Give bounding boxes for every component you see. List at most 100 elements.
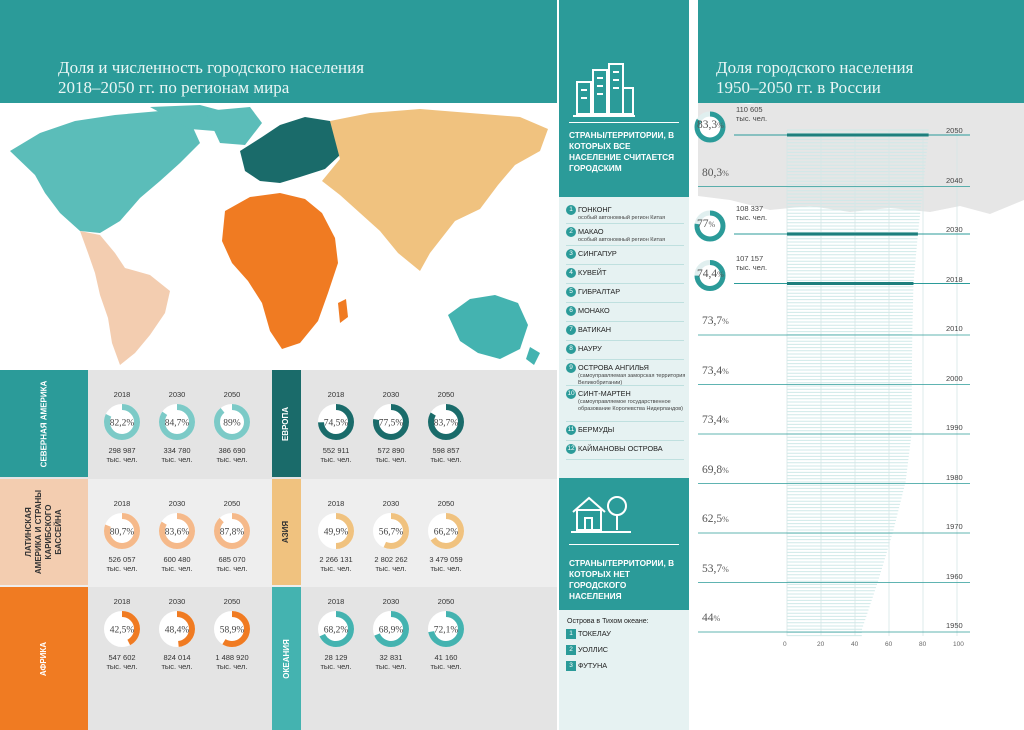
stat-unit: тыс. чел. — [216, 564, 248, 573]
population-unit: тыс. чел. — [736, 213, 768, 222]
stat-population: 28 129 — [324, 653, 348, 662]
ring-fill — [104, 404, 140, 440]
year-percent: 73,7% — [702, 315, 729, 327]
territory-name: ГИБРАЛТАР — [578, 287, 621, 296]
world-map-image — [10, 105, 548, 365]
ring-fill — [694, 210, 726, 242]
urban-share-ring: 87,8% — [214, 513, 250, 549]
urban-share-ring: 82,2% — [104, 404, 140, 440]
year-percent: 77% — [697, 218, 716, 230]
x-tick-label: 20 — [817, 641, 825, 648]
stat-year: 2050 — [437, 597, 455, 606]
number-badge: 6 — [566, 306, 576, 316]
all-urban-heading: СТРАНЫ/ТЕРРИТОРИИ, В КОТОРЫХ ВСЕ НАСЕЛЕН… — [569, 130, 675, 173]
stat-year: 2030 — [382, 499, 400, 508]
stat-year: 2018 — [327, 499, 345, 508]
ring-fill — [104, 611, 140, 647]
ring-percent: 72,1% — [434, 626, 459, 636]
year-label: 1970 — [946, 522, 963, 531]
list-separator — [566, 223, 684, 224]
territory-name: ОСТРОВА АНГИЛЬЯ — [578, 363, 649, 372]
territory-note: (самоуправляемое государственное образов… — [578, 399, 684, 412]
territory-item: 1 ГОНКОНГ особый автономный регион Китая — [566, 205, 686, 222]
list-separator — [566, 385, 684, 386]
stat-unit: тыс. чел. — [375, 564, 407, 573]
region-label-asia: АЗИЯ — [272, 479, 301, 585]
stat-unit: тыс. чел. — [320, 662, 352, 671]
ring-fill — [428, 611, 464, 647]
year-percent: 44% — [702, 612, 721, 624]
island-item: 3 ФУТУНА — [566, 661, 607, 671]
region-label-oceania: ОКЕАНИЯ — [272, 587, 301, 730]
ring-percent: 77,5% — [379, 419, 404, 429]
region-stat: 2030 84,7% 334 780 тыс. чел. — [147, 390, 207, 464]
region-stat: 2050 66,2% 3 479 059 тыс. чел. — [416, 499, 476, 573]
population-value: 110 605 — [736, 105, 763, 114]
region-stat: 2018 80,7% 526 057 тыс. чел. — [92, 499, 152, 573]
city-buildings-icon — [573, 63, 635, 117]
all-urban-block: СТРАНЫ/ТЕРРИТОРИИ, В КОТОРЫХ ВСЕ НАСЕЛЕН… — [559, 0, 689, 197]
territory-item: 5 ГИБРАЛТАР — [566, 287, 620, 297]
territory-note: особый автономный регион Китая — [578, 237, 666, 243]
year-label: 2030 — [946, 225, 963, 234]
region-stat: 2018 68,2% 28 129 тыс. чел. — [306, 597, 366, 671]
region-label-africa: АФРИКА — [0, 587, 88, 730]
territory-name: КАЙМАНОВЫ ОСТРОВА — [578, 444, 663, 453]
stat-population: 2 802 262 — [374, 555, 408, 564]
year-label: 2050 — [946, 126, 963, 135]
urban-share-ring: 42,5% — [104, 611, 140, 647]
stat-population: 685 070 — [218, 555, 246, 564]
stat-population: 3 479 059 — [429, 555, 463, 564]
year-percent: 73,4% — [702, 414, 729, 426]
ring-percent: 82,2% — [110, 419, 135, 429]
region-stat: 2030 68,9% 32 831 тыс. чел. — [361, 597, 421, 671]
stat-year: 2018 — [113, 499, 131, 508]
stat-population: 547 602 — [108, 653, 136, 662]
stat-unit: тыс. чел. — [375, 455, 407, 464]
number-badge: 2 — [566, 227, 576, 237]
ring-fill — [159, 404, 195, 440]
ring-percent: 66,2% — [434, 528, 459, 538]
ring-percent: 48,4% — [165, 626, 190, 636]
year-population: 110 605 тыс. чел. — [736, 105, 767, 123]
number-badge: 10 — [566, 389, 576, 399]
ring-fill — [104, 513, 140, 549]
regions-title: Доля и численность городского населения … — [58, 58, 365, 97]
list-separator — [566, 264, 684, 265]
stat-year: 2050 — [223, 597, 241, 606]
number-badge: 2 — [566, 645, 576, 655]
year-percent: 80,3% — [702, 166, 729, 179]
population-unit: тыс. чел. — [736, 114, 768, 123]
number-badge: 1 — [566, 205, 576, 215]
ring-fill — [373, 404, 409, 440]
territory-note: особый автономный регион Китая — [578, 215, 666, 221]
stat-unit: тыс. чел. — [430, 662, 462, 671]
year-percent: 74,4% — [697, 267, 724, 280]
stat-unit: тыс. чел. — [161, 455, 193, 464]
territory-item: 9 ОСТРОВА АНГИЛЬЯ (самоуправляемая заморск… — [566, 363, 686, 387]
stat-population: 32 831 — [379, 653, 403, 662]
stat-unit: тыс. чел. — [375, 662, 407, 671]
urban-share-ring: 74,5% — [318, 404, 354, 440]
x-tick-label: 100 — [953, 641, 964, 648]
x-tick-label: 60 — [885, 641, 893, 648]
ring-fill — [318, 513, 354, 549]
year-label: 1950 — [946, 621, 963, 630]
island-name: ТОКЕЛАУ — [578, 629, 611, 638]
ring-fill — [214, 611, 250, 647]
island-item: 2 УОЛЛИС — [566, 645, 608, 655]
year-label: 2018 — [946, 274, 963, 284]
region-stat: 2050 72,1% 41 160 тыс. чел. — [416, 597, 476, 671]
stat-unit: тыс. чел. — [320, 455, 352, 464]
region-stat: 2018 82,2% 298 987 тыс. чел. — [92, 390, 152, 464]
ring-fill — [373, 611, 409, 647]
territory-item: 7 ВАТИКАН — [566, 325, 611, 335]
stat-year: 2030 — [382, 597, 400, 606]
ring-fill — [318, 404, 354, 440]
year-label: 2000 — [946, 373, 963, 383]
stat-year: 2030 — [168, 499, 186, 508]
territories-panel: СТРАНЫ/ТЕРРИТОРИИ, В КОТОРЫХ ВСЕ НАСЕЛЕН… — [559, 0, 689, 730]
territory-name: КУВЕЙТ — [578, 268, 607, 277]
urban-share-ring: 83,7% — [428, 404, 464, 440]
world-map — [0, 103, 557, 370]
